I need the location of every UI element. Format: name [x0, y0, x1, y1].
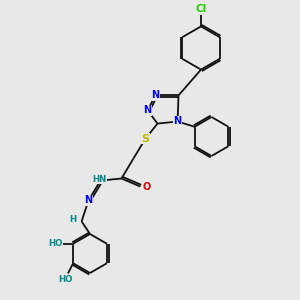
Text: HN: HN — [92, 175, 106, 184]
Text: O: O — [143, 182, 151, 192]
Text: N: N — [151, 90, 160, 100]
Text: Cl: Cl — [195, 4, 207, 14]
Text: HO: HO — [48, 239, 62, 248]
Text: N: N — [173, 116, 182, 127]
Text: S: S — [142, 134, 149, 144]
Text: N: N — [143, 105, 152, 116]
Text: N: N — [84, 195, 93, 206]
Text: H: H — [69, 214, 76, 224]
Text: HO: HO — [58, 275, 73, 284]
